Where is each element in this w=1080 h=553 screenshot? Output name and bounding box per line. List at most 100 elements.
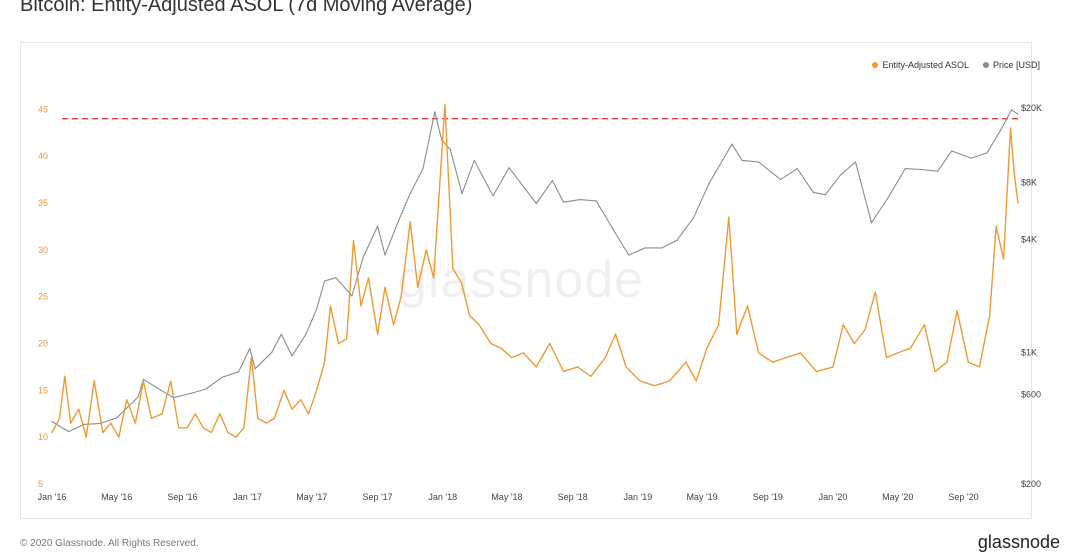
asol-point-36 bbox=[337, 342, 340, 345]
asol-point-19 bbox=[202, 427, 204, 429]
right-axis-ticks: $200 $600 $1K $4K $8K $20K bbox=[1021, 103, 1042, 489]
asol-point-78 bbox=[785, 357, 787, 359]
asol-point-41 bbox=[377, 333, 379, 335]
price-point-17 bbox=[291, 355, 293, 357]
price-point-35 bbox=[508, 167, 510, 169]
asol-point-7 bbox=[102, 431, 104, 434]
asol-point-100 bbox=[1017, 202, 1019, 204]
asol-point-42 bbox=[384, 286, 386, 288]
price-point-56 bbox=[854, 161, 857, 163]
right-tick-label-2: $1K bbox=[1021, 348, 1037, 358]
asol-point-86 bbox=[885, 357, 888, 359]
x-tick-label-2: Sep '16 bbox=[167, 492, 197, 502]
asol-point-76 bbox=[758, 352, 760, 354]
right-tick-label-3: $4K bbox=[1021, 234, 1037, 244]
series-line-price bbox=[51, 109, 1019, 433]
price-point-64 bbox=[986, 152, 988, 154]
asol-point-54 bbox=[490, 342, 492, 345]
asol-point-53 bbox=[478, 324, 480, 326]
price-point-42 bbox=[628, 254, 630, 256]
asol-point-66 bbox=[639, 380, 641, 382]
price-point-24 bbox=[377, 225, 379, 227]
asol-point-73 bbox=[728, 216, 730, 218]
price-point-46 bbox=[692, 217, 695, 219]
x-tick-label-7: May '18 bbox=[491, 492, 522, 502]
right-tick-label-4: $8K bbox=[1021, 178, 1037, 188]
x-tick-label-5: Sep '17 bbox=[362, 492, 392, 502]
asol-point-57 bbox=[522, 352, 525, 354]
asol-point-13 bbox=[150, 417, 152, 419]
price-point-51 bbox=[780, 179, 782, 181]
legend-label-price: Price [USD] bbox=[992, 60, 1040, 70]
asol-point-99 bbox=[1013, 174, 1015, 176]
price-point-44 bbox=[661, 247, 663, 249]
price-point-26 bbox=[397, 220, 399, 222]
legend-label-asol: Entity-Adjusted ASOL bbox=[882, 60, 969, 70]
asol-point-20 bbox=[210, 431, 212, 434]
price-point-32 bbox=[461, 193, 463, 195]
asol-point-1 bbox=[58, 417, 61, 419]
asol-point-3 bbox=[70, 422, 72, 424]
price-point-18 bbox=[305, 333, 307, 335]
price-point-48 bbox=[731, 143, 733, 145]
asol-point-24 bbox=[243, 427, 245, 429]
asol-point-88 bbox=[909, 347, 912, 349]
asol-point-51 bbox=[460, 282, 463, 284]
price-point-7 bbox=[156, 387, 158, 389]
asol-point-95 bbox=[989, 314, 991, 316]
price-point-37 bbox=[551, 180, 554, 182]
price-point-29 bbox=[434, 111, 436, 113]
asol-point-6 bbox=[93, 380, 95, 382]
price-point-23 bbox=[362, 256, 364, 259]
asol-point-46 bbox=[417, 286, 419, 288]
price-point-34 bbox=[492, 195, 494, 197]
price-point-60 bbox=[921, 168, 923, 171]
price-point-54 bbox=[824, 194, 827, 196]
price-point-52 bbox=[796, 168, 798, 170]
asol-point-44 bbox=[400, 296, 402, 298]
asol-point-38 bbox=[352, 239, 355, 242]
price-point-33 bbox=[473, 159, 475, 161]
price-point-22 bbox=[351, 295, 353, 297]
asol-point-11 bbox=[134, 422, 136, 424]
legend-item-price[interactable]: Price [USD] bbox=[982, 60, 1040, 70]
legend-item-asol[interactable]: Entity-Adjusted ASOL bbox=[872, 60, 969, 70]
asol-point-52 bbox=[468, 314, 471, 316]
price-point-9 bbox=[189, 393, 191, 395]
price-point-65 bbox=[1000, 129, 1002, 131]
price-point-45 bbox=[676, 239, 678, 241]
asol-point-60 bbox=[563, 371, 565, 373]
price-point-10 bbox=[205, 388, 207, 390]
asol-point-61 bbox=[576, 366, 579, 368]
asol-point-16 bbox=[178, 427, 180, 429]
asol-point-48 bbox=[433, 277, 435, 279]
x-tick-label-12: Jan '20 bbox=[819, 492, 848, 502]
asol-point-69 bbox=[685, 361, 687, 363]
asol-point-75 bbox=[746, 305, 749, 307]
price-point-66 bbox=[1011, 109, 1013, 111]
right-tick-label-1: $600 bbox=[1021, 389, 1041, 399]
asol-point-12 bbox=[142, 380, 144, 382]
x-tick-label-10: May '19 bbox=[686, 492, 717, 502]
asol-point-2 bbox=[64, 375, 66, 377]
left-axis-ticks: 5 10 15 20 25 30 35 40 45 bbox=[38, 104, 48, 489]
asol-point-25 bbox=[250, 357, 252, 359]
asol-point-27 bbox=[265, 422, 267, 424]
chart-legend: Entity-Adjusted ASOL Price [USD] bbox=[872, 60, 1040, 70]
price-point-39 bbox=[579, 199, 581, 201]
price-point-2 bbox=[83, 423, 85, 425]
price-point-62 bbox=[951, 150, 953, 152]
asol-point-70 bbox=[695, 380, 697, 382]
asol-point-35 bbox=[329, 305, 332, 307]
asol-point-23 bbox=[235, 436, 237, 438]
price-point-63 bbox=[970, 157, 972, 159]
asol-point-91 bbox=[946, 361, 948, 363]
price-point-16 bbox=[280, 333, 282, 335]
asol-point-22 bbox=[227, 431, 229, 434]
asol-point-65 bbox=[625, 366, 627, 368]
asol-point-15 bbox=[170, 380, 172, 382]
price-point-15 bbox=[271, 351, 273, 354]
price-point-21 bbox=[335, 277, 337, 279]
footer-logo: glassnode bbox=[977, 532, 1060, 552]
asol-point-89 bbox=[923, 324, 926, 326]
